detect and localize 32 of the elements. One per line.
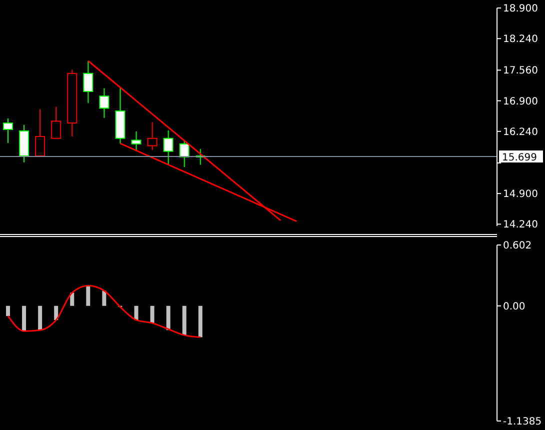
y-tick-label: 18.240 (503, 34, 538, 46)
y-tick-label: 18.900 (503, 4, 538, 15)
bar (166, 306, 170, 330)
bar (6, 306, 10, 316)
y-tick-label: -1.1385 (503, 416, 542, 428)
y-tick-label: 14.240 (503, 220, 538, 231)
bar (86, 286, 90, 306)
bar (182, 306, 186, 336)
candlestick (179, 140, 190, 168)
bar (134, 306, 138, 320)
y-tick-label: 17.560 (503, 66, 538, 77)
bar (102, 290, 106, 306)
candlestick (131, 130, 142, 152)
y-tick-label: 16.900 (503, 96, 538, 108)
candlestick (3, 118, 13, 144)
bar (198, 306, 202, 338)
y-tick-label: 0.00 (503, 301, 526, 312)
candlestick (35, 108, 46, 156)
bar (38, 306, 42, 330)
y-tick-label: 14.900 (503, 189, 538, 200)
candlestick (163, 130, 174, 166)
bar (54, 306, 58, 320)
line-series (7, 284, 202, 338)
candlestick (147, 122, 158, 150)
candlestick (83, 60, 94, 104)
bar (150, 306, 154, 324)
y-tick-label: 16.240 (503, 126, 538, 138)
bar (22, 306, 26, 332)
candlestick (51, 106, 62, 139)
y-tick-label: 0.602 (503, 240, 532, 252)
candlestick (99, 88, 110, 118)
ref-line-label: 15.699 (502, 152, 537, 164)
